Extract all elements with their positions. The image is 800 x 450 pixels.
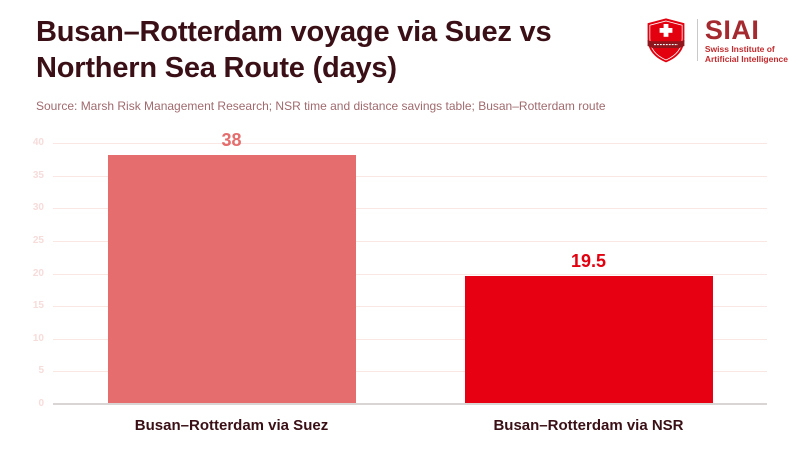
gridline: [53, 143, 767, 144]
gridline: [53, 273, 767, 275]
logo-text: SIAI Swiss Institute of Artificial Intel…: [705, 16, 788, 64]
gridline: [53, 175, 767, 177]
gridline: [53, 338, 767, 340]
bar-value-label: 38: [221, 130, 242, 151]
logo-wordmark: SIAI: [704, 15, 760, 45]
x-axis-baseline: [53, 403, 767, 405]
logo-subtitle-line2: Artificial Intelligence: [704, 54, 788, 64]
gridline: [53, 306, 767, 308]
gridline: [53, 240, 767, 242]
category-label: Busan–Rotterdam via Suez: [134, 417, 329, 434]
bar-chart-plot-area: 0 5 10 15 20 25 30 35 40 38 Busan–Rotterdam via Su…: [33, 130, 767, 434]
y-tick-label: 5: [38, 365, 44, 377]
siai-logo: SIAI Swiss Institute of Artificial Intel…: [642, 16, 788, 64]
swiss-shield-icon: [647, 18, 685, 63]
y-tick-label: 15: [32, 300, 44, 312]
y-tick-label: 35: [32, 169, 44, 181]
bar-value-label: 19.5: [570, 250, 607, 271]
chart-title: Busan–Rotterdam voyage via Suez vs North…: [36, 16, 552, 84]
y-tick-label: 40: [32, 137, 44, 148]
y-tick-label: 0: [38, 398, 44, 409]
gridline: [53, 371, 767, 373]
bar-nsr: [464, 275, 713, 403]
gridline: [53, 208, 767, 210]
y-tick-label: 30: [32, 202, 44, 214]
y-tick-label: 20: [32, 267, 44, 279]
category-label: Busan–Rotterdam via NSR: [493, 417, 684, 434]
y-tick-label: 10: [32, 332, 44, 344]
logo-divider: [696, 19, 698, 61]
y-tick-label: 25: [32, 234, 44, 246]
bar-suez: [107, 155, 356, 403]
logo-subtitle-line1: Swiss Institute of: [704, 44, 775, 54]
source-note: Source: Marsh Risk Management Research; …: [36, 99, 606, 113]
